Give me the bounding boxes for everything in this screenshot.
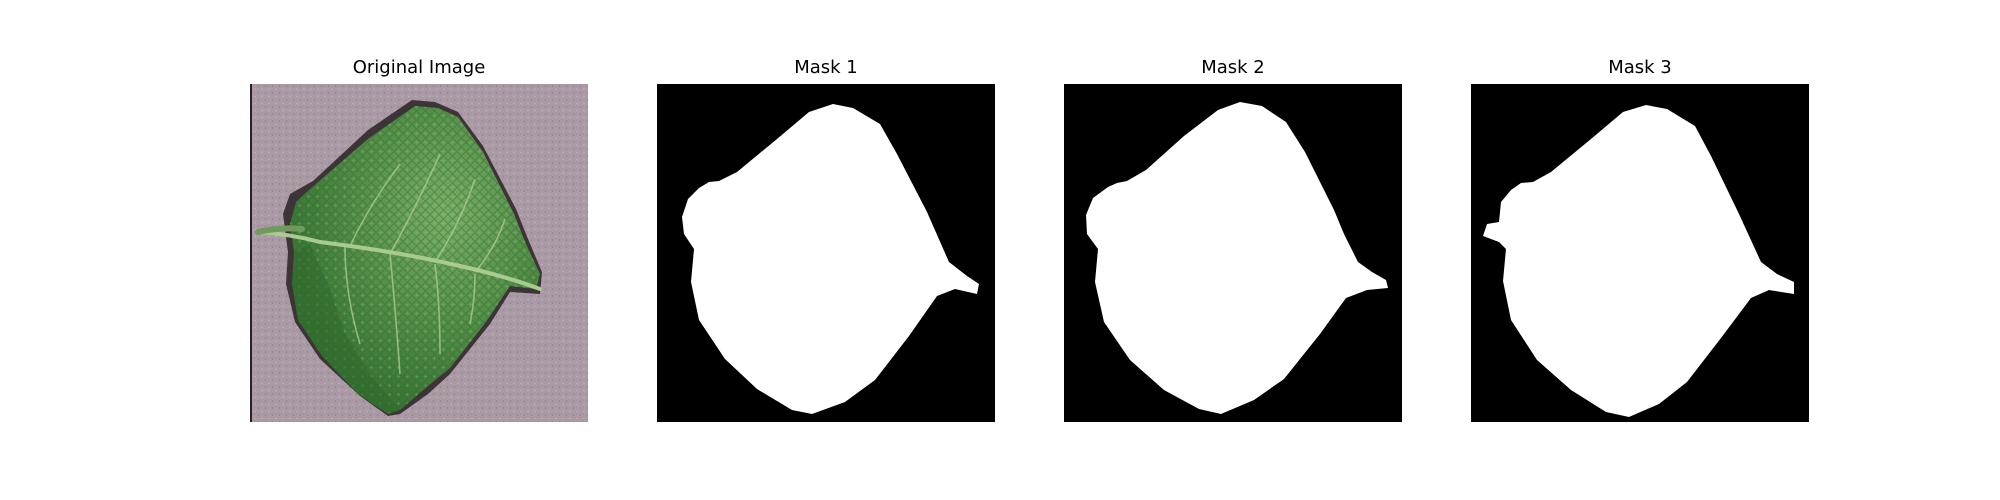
panel-title: Mask 1 [794,57,858,78]
panel-title: Original Image [352,57,486,78]
mask-1-leaf-shape [682,104,979,414]
mask-2-leaf-shape [1086,102,1388,414]
panel-title: Mask 3 [1608,57,1672,78]
panel-mask-1: Mask 1 [657,0,995,500]
original-leaf-photo [250,84,588,422]
mask-3-leaf-shape [1483,105,1794,417]
panel-mask-3: Mask 3 [1471,0,1809,500]
panel-original-image: Original Image [250,0,588,500]
leaf-midrib [256,230,542,291]
mask-2-image [1064,84,1402,422]
panel-title: Mask 2 [1201,57,1265,78]
mask-3-image [1471,84,1809,422]
panel-mask-2: Mask 2 [1064,0,1402,500]
mask-1-image [657,84,995,422]
